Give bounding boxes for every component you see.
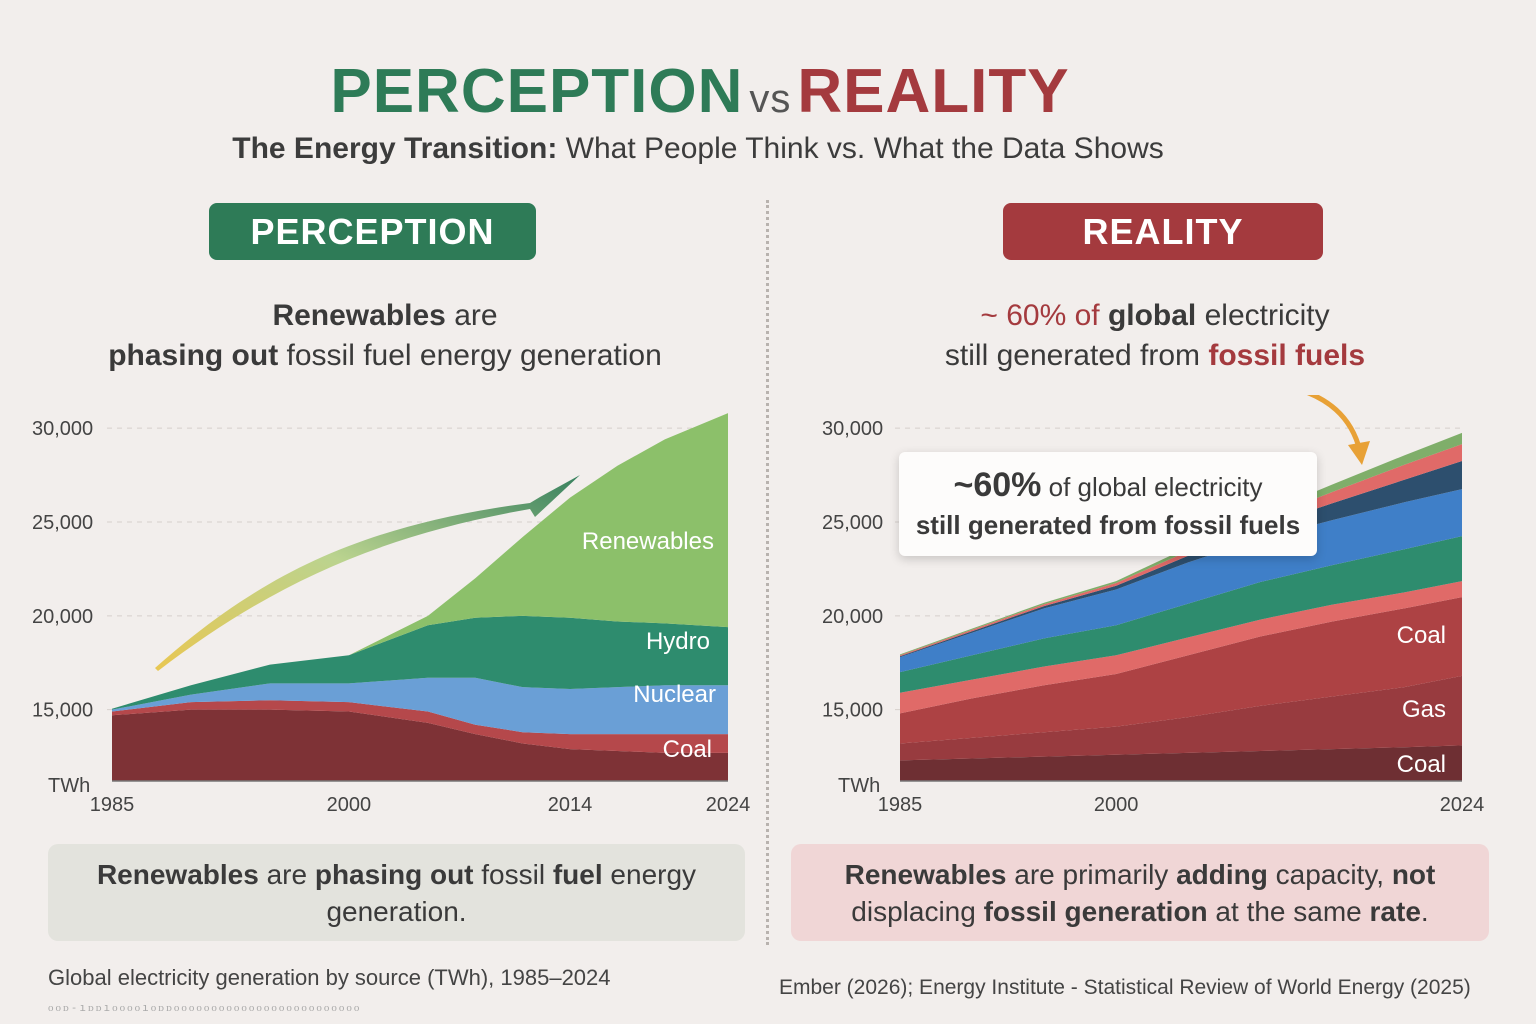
perception-claim: Renewables are phasing out fossil fuel e… bbox=[60, 296, 710, 376]
perception-claim-rest2: fossil fuel energy generation bbox=[278, 339, 662, 372]
x-tick-label: 2000 bbox=[1094, 794, 1139, 816]
chart-caption: Global electricity generation by source … bbox=[48, 965, 611, 990]
main-title: PERCEPTION vsREALITY bbox=[0, 56, 1400, 127]
reality-claim-b: global bbox=[1107, 299, 1197, 332]
y-tick-label: 20,000 bbox=[32, 606, 93, 628]
perception-claim-bold1: Renewables bbox=[272, 299, 446, 332]
series-label: Hydro bbox=[646, 628, 710, 655]
perception-summary-5: fuel bbox=[552, 859, 603, 890]
series-label: Gas bbox=[1402, 696, 1446, 723]
y-tick-label: 20,000 bbox=[822, 606, 883, 628]
reality-claim-a: ~ 60% of bbox=[980, 299, 1108, 332]
reality-summary-6: displacing bbox=[851, 896, 984, 927]
area-coal bbox=[900, 597, 1462, 744]
y-axis-label: TWh bbox=[838, 775, 880, 797]
reality-summary-1: Renewables bbox=[844, 859, 1007, 890]
callout-rest: of global electricity bbox=[1041, 472, 1263, 502]
perception-summary-1: Renewables bbox=[96, 859, 259, 890]
area-nuclear bbox=[900, 489, 1462, 673]
reality-summary-9: rate bbox=[1369, 896, 1421, 927]
series-label: Coal bbox=[1397, 622, 1446, 649]
reality-summary-7: fossil generation bbox=[983, 896, 1208, 927]
perception-chart: 15,000 20,000 25,000 30,000 1985 2000 2014 2024… bbox=[32, 413, 751, 816]
perception-summary-6: energy generation. bbox=[326, 859, 697, 927]
area-hydro bbox=[900, 536, 1462, 693]
reality-claim-e: fossil fuels bbox=[1208, 339, 1366, 372]
x-tick-label: 2024 bbox=[1440, 794, 1485, 816]
perception-claim-rest1: are bbox=[445, 299, 498, 332]
x-tick-label: 2014 bbox=[548, 794, 593, 816]
series-label: Coal bbox=[1397, 751, 1446, 778]
reality-summary-10: . bbox=[1420, 896, 1429, 927]
y-tick-label: 15,000 bbox=[32, 700, 93, 722]
reality-summary-8: at the same bbox=[1207, 896, 1370, 927]
y-tick-label: 25,000 bbox=[32, 512, 93, 534]
x-tick-label: 2024 bbox=[706, 794, 751, 816]
area-coal bbox=[112, 709, 728, 781]
footer-dots: ᴏᴏᴅ-ıᴅᴅıᴏᴏᴏᴏıᴏᴅᴅᴏᴏᴏᴏᴏᴏᴏᴏᴏᴏᴏᴏᴏᴏᴏᴏᴏᴏᴏᴏᴏᴏᴏᴏ… bbox=[48, 1001, 362, 1014]
subtitle-rest: What People Think vs. What the Data Show… bbox=[557, 132, 1164, 165]
callout-big: ~60% bbox=[953, 466, 1042, 504]
subtitle-bold: The Energy Transition: bbox=[232, 132, 558, 165]
callout-arrow-head bbox=[1348, 441, 1370, 465]
reality-callout: ~60% of global electricity still generat… bbox=[899, 452, 1317, 556]
x-tick-label: 1985 bbox=[90, 794, 135, 816]
perception-summary-3: phasing out bbox=[314, 859, 474, 890]
panel-divider bbox=[766, 200, 769, 945]
reality-claim: ~ 60% of global electricity still genera… bbox=[820, 296, 1490, 376]
callout-line2: still generated from fossil fuels bbox=[915, 510, 1301, 540]
reality-claim-d: still generated from bbox=[944, 339, 1209, 372]
area-gas bbox=[900, 675, 1462, 761]
area-oil bbox=[900, 581, 1462, 714]
area-renewables bbox=[112, 413, 728, 709]
title-vs: vs bbox=[749, 77, 792, 121]
reality-summary: Renewables are primarily adding capacity… bbox=[791, 844, 1489, 941]
reality-summary-2: are primarily bbox=[1006, 859, 1177, 890]
subtitle: The Energy Transition: What People Think… bbox=[0, 132, 1396, 166]
perception-summary-4: fossil bbox=[473, 859, 553, 890]
series-label: Coal bbox=[663, 736, 712, 763]
perception-summary: Renewables are phasing out fossil fuel e… bbox=[48, 844, 745, 941]
y-tick-label: 30,000 bbox=[822, 418, 883, 440]
x-tick-label: 1985 bbox=[878, 794, 923, 816]
title-reality: REALITY bbox=[797, 57, 1070, 126]
title-perception: PERCEPTION bbox=[330, 57, 744, 126]
reality-summary-4: capacity, bbox=[1267, 859, 1392, 890]
area-bioenergy bbox=[900, 432, 1462, 656]
perception-summary-2: are bbox=[258, 859, 315, 890]
reality-summary-3: adding bbox=[1176, 859, 1268, 890]
reality-claim-c: electricity bbox=[1196, 299, 1330, 332]
callout-arrow bbox=[1306, 395, 1363, 452]
reality-pill: REALITY bbox=[1003, 203, 1323, 260]
x-tick-label: 2000 bbox=[327, 794, 372, 816]
series-label: Nuclear bbox=[633, 681, 716, 708]
perception-pill: PERCEPTION bbox=[209, 203, 536, 260]
area-coal-base- bbox=[900, 745, 1462, 781]
source-citation: Ember (2026); Energy Institute - Statist… bbox=[779, 976, 1471, 999]
area-hydro bbox=[112, 615, 728, 710]
y-axis-label: TWh bbox=[48, 775, 90, 797]
area-wind-solar bbox=[900, 460, 1462, 658]
y-tick-label: 15,000 bbox=[822, 700, 883, 722]
area-other-renewables bbox=[900, 444, 1462, 657]
area-nuclear bbox=[112, 677, 728, 735]
reality-summary-5: not bbox=[1391, 859, 1436, 890]
y-tick-label: 25,000 bbox=[822, 512, 883, 534]
perception-claim-bold2: phasing out bbox=[108, 339, 279, 372]
y-tick-label: 30,000 bbox=[32, 418, 93, 440]
reality-chart: 15,000 20,000 25,000 30,000 1985 2000 2024 TWh C… bbox=[822, 395, 1485, 816]
series-label: Renewables bbox=[582, 528, 714, 555]
area-coal-upper bbox=[112, 700, 728, 753]
